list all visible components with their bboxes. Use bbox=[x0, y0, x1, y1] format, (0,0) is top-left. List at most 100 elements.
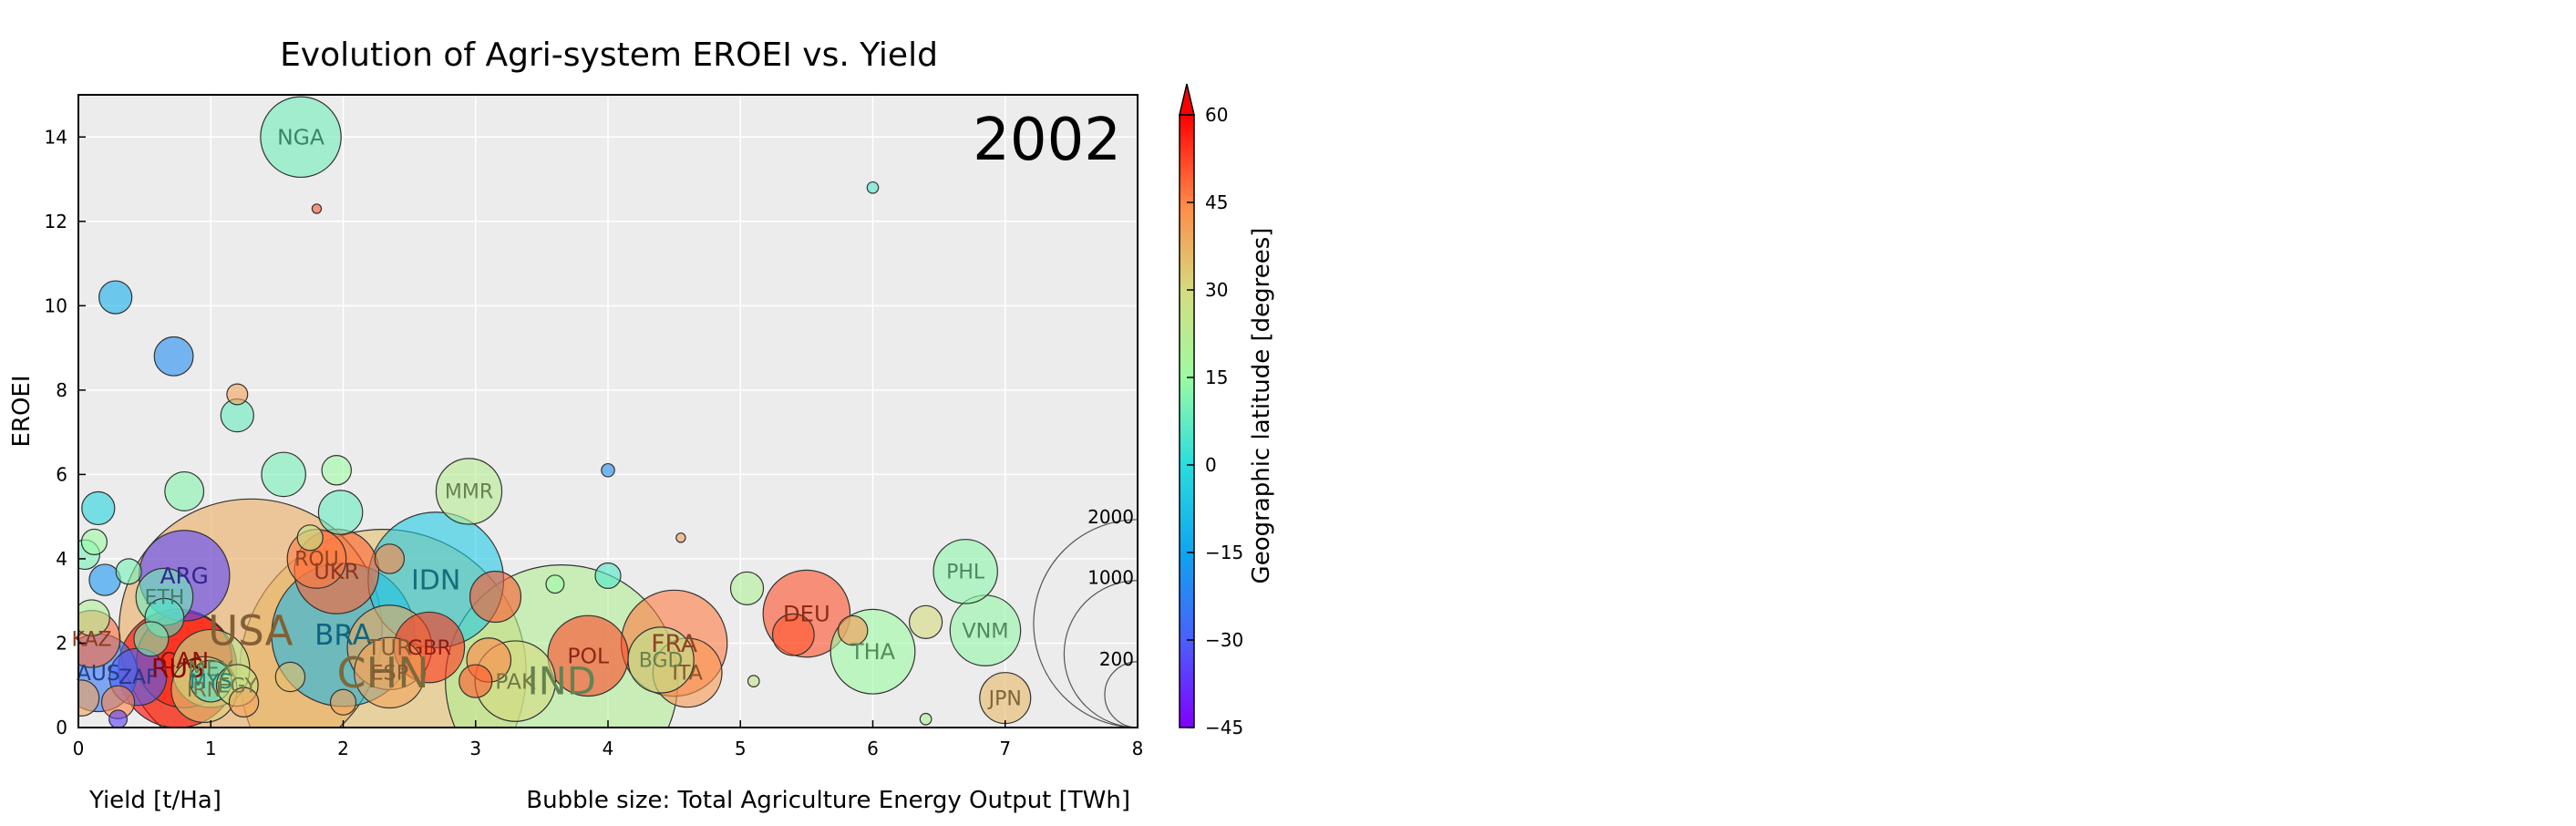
bubble bbox=[729, 571, 765, 605]
x-tick-label: 7 bbox=[999, 738, 1011, 759]
colorbar-tick-label: 60 bbox=[1205, 104, 1228, 126]
bubble bbox=[627, 626, 695, 694]
colorbar-tick-label: 0 bbox=[1205, 454, 1217, 476]
bubble-label: CHN bbox=[337, 648, 429, 697]
bubble bbox=[459, 664, 493, 698]
bubble-label: ZAF bbox=[118, 666, 158, 689]
bubble-label: ITA bbox=[672, 662, 702, 686]
bubble-label: IND bbox=[528, 659, 596, 704]
x-axis-label: Yield [t/Ha] bbox=[88, 787, 222, 814]
bubble bbox=[260, 96, 342, 179]
bubble-label: ROU bbox=[294, 549, 339, 572]
chart-title: Evolution of Agri-system EROEI vs. Yield bbox=[280, 36, 938, 74]
bubble-label: BRA bbox=[314, 619, 372, 652]
y-tick-label: 14 bbox=[45, 126, 67, 148]
colorbar-tick-label: −30 bbox=[1205, 629, 1243, 651]
bubble bbox=[837, 614, 869, 646]
bubble-label: UKR bbox=[314, 559, 359, 584]
x-tick-label: 2 bbox=[337, 738, 349, 759]
bubble-label: RUS bbox=[151, 654, 204, 684]
y-tick-label: 0 bbox=[56, 717, 67, 738]
x-axis-ticks: 0 1 2 3 4 5 6 7 8 bbox=[73, 720, 1144, 759]
x-tick-label: 6 bbox=[867, 738, 879, 759]
bubble bbox=[601, 462, 615, 478]
bubble-label: AUS bbox=[77, 661, 120, 686]
bubble-label: NGA bbox=[277, 125, 325, 150]
bubble-label: USA bbox=[208, 606, 293, 655]
y-axis-label: EROEI bbox=[8, 375, 36, 447]
bubble-label: ETH bbox=[144, 586, 184, 609]
bubble bbox=[108, 709, 129, 728]
y-tick-label: 2 bbox=[56, 632, 67, 654]
year-label: 2002 bbox=[973, 107, 1121, 174]
size-legend-label: 1000 bbox=[1087, 567, 1134, 589]
size-caption: Bubble size: Total Agriculture Energy Ou… bbox=[526, 787, 1130, 814]
bubble-label: PHL bbox=[946, 562, 985, 584]
bubbles bbox=[78, 96, 1032, 728]
y-tick-label: 6 bbox=[56, 463, 67, 485]
bubble bbox=[329, 688, 357, 716]
bubble-label: PAK bbox=[495, 668, 536, 694]
bubble bbox=[675, 532, 686, 543]
bubble bbox=[545, 574, 565, 594]
bubble bbox=[98, 280, 133, 315]
bubble bbox=[374, 543, 406, 574]
y-tick-label: 10 bbox=[45, 294, 67, 316]
bubble-label: BGD bbox=[639, 650, 684, 673]
bubble-label: ARG bbox=[160, 563, 209, 589]
bubble bbox=[80, 528, 108, 555]
bubble-label: CAN bbox=[160, 647, 209, 674]
bubble bbox=[133, 621, 170, 657]
bubble-label: FRA bbox=[651, 630, 697, 658]
bubble bbox=[594, 562, 622, 590]
x-tick-label: 5 bbox=[735, 738, 747, 759]
bubble bbox=[866, 181, 880, 194]
bubble bbox=[153, 336, 194, 377]
bubble bbox=[115, 558, 142, 585]
colorbar-ticks: 60 45 30 15 0 −15 −30 −45 bbox=[1187, 104, 1243, 738]
y-tick-label: 8 bbox=[56, 379, 67, 401]
bubble bbox=[311, 203, 323, 214]
bubble-label: GBR bbox=[407, 636, 451, 660]
size-legend-circle bbox=[1033, 519, 1138, 728]
size-legend-label: 2000 bbox=[1087, 506, 1134, 528]
x-tick-label: 0 bbox=[73, 738, 85, 759]
bubble-label: POL bbox=[567, 644, 609, 669]
bubble bbox=[78, 679, 100, 717]
bubble bbox=[164, 470, 205, 511]
bubble bbox=[747, 675, 760, 687]
colorbar-tick-label: 15 bbox=[1205, 367, 1228, 388]
bubble bbox=[469, 571, 522, 624]
bubble-label: EGY bbox=[218, 675, 258, 697]
colorbar-label: Geographic latitude [degrees] bbox=[1248, 228, 1275, 584]
x-tick-label: 8 bbox=[1132, 738, 1144, 759]
colorbar: 60 45 30 15 0 −15 −30 −45 Geographic latitude [… bbox=[1179, 83, 1275, 738]
bubble bbox=[226, 383, 249, 406]
bubble-labels: 2000 1000 200 CHN USA IND BRA IDN RUS FRA CAN ARG DE… bbox=[71, 125, 1134, 711]
size-legend-circle bbox=[1063, 580, 1138, 728]
bubble bbox=[933, 539, 998, 604]
bubble bbox=[261, 451, 306, 498]
x-tick-label: 3 bbox=[469, 738, 481, 759]
colorbar-tick-label: −45 bbox=[1205, 717, 1243, 738]
y-tick-label: 12 bbox=[45, 211, 67, 232]
colorbar-gradient bbox=[1179, 114, 1195, 728]
bubble bbox=[317, 490, 364, 535]
bubble-label: IRN bbox=[187, 679, 222, 702]
bubble bbox=[435, 458, 503, 525]
colorbar-tick-label: −15 bbox=[1205, 542, 1243, 563]
bubble bbox=[354, 636, 426, 709]
bubble bbox=[908, 604, 943, 639]
bubble bbox=[228, 687, 260, 718]
bubble-label: ESP bbox=[370, 662, 408, 686]
bubble bbox=[919, 712, 933, 726]
colorbar-tick-label: 45 bbox=[1205, 191, 1228, 213]
bubble-label: DEU bbox=[783, 601, 830, 627]
size-legend-label: 200 bbox=[1099, 648, 1134, 670]
bubble bbox=[321, 455, 352, 486]
x-tick-label: 1 bbox=[205, 738, 217, 759]
bubble bbox=[771, 613, 815, 656]
bubble-label: THA bbox=[850, 639, 896, 665]
y-axis-ticks: 0 2 4 6 8 10 12 14 bbox=[45, 126, 86, 738]
